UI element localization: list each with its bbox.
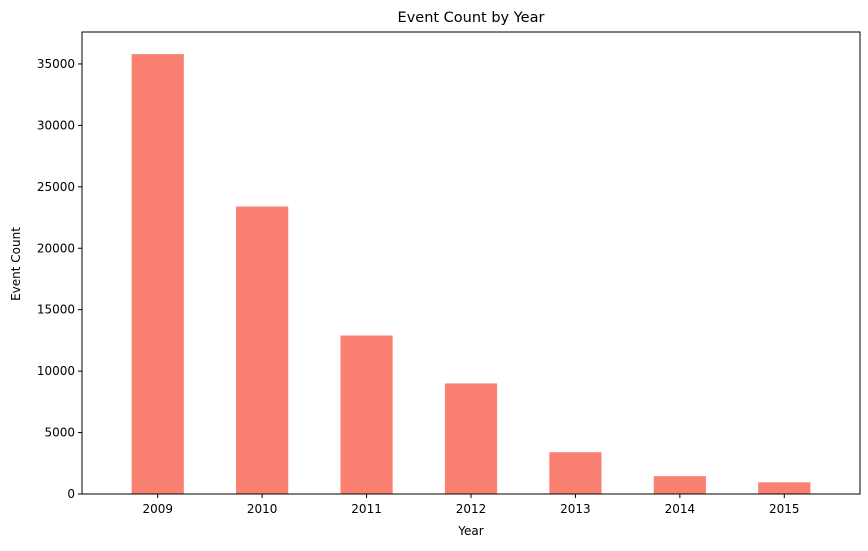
y-tick-label: 10000 bbox=[37, 364, 75, 378]
x-tick-label: 2014 bbox=[665, 502, 696, 516]
bar-2011 bbox=[340, 335, 393, 494]
chart-title: Event Count by Year bbox=[398, 10, 545, 26]
x-tick-label: 2011 bbox=[351, 502, 382, 516]
bar-2015 bbox=[758, 482, 811, 494]
bar-2013 bbox=[549, 452, 602, 494]
bar-2010 bbox=[236, 206, 289, 494]
bar-2014 bbox=[653, 476, 706, 494]
y-tick-label: 35000 bbox=[37, 57, 75, 71]
x-axis-label: Year bbox=[457, 524, 483, 538]
y-tick-label: 30000 bbox=[37, 118, 75, 132]
y-tick-label: 5000 bbox=[44, 426, 75, 440]
x-tick-label: 2012 bbox=[456, 502, 487, 516]
y-tick-label: 25000 bbox=[37, 180, 75, 194]
y-tick-label: 0 bbox=[67, 487, 75, 501]
y-tick-label: 15000 bbox=[37, 303, 75, 317]
plot-area: 0 5000 10000 15000 20000 25000 30000 35000 2009 2… bbox=[37, 31, 861, 516]
x-tick-label: 2009 bbox=[142, 502, 173, 516]
y-axis-label: Event Count bbox=[9, 227, 23, 301]
x-tick-label: 2015 bbox=[769, 502, 800, 516]
y-tick-label: 20000 bbox=[37, 241, 75, 255]
x-tick-label: 2013 bbox=[560, 502, 591, 516]
x-tick-label: 2010 bbox=[247, 502, 278, 516]
bar-2012 bbox=[444, 383, 498, 494]
bar-2009 bbox=[131, 54, 184, 495]
